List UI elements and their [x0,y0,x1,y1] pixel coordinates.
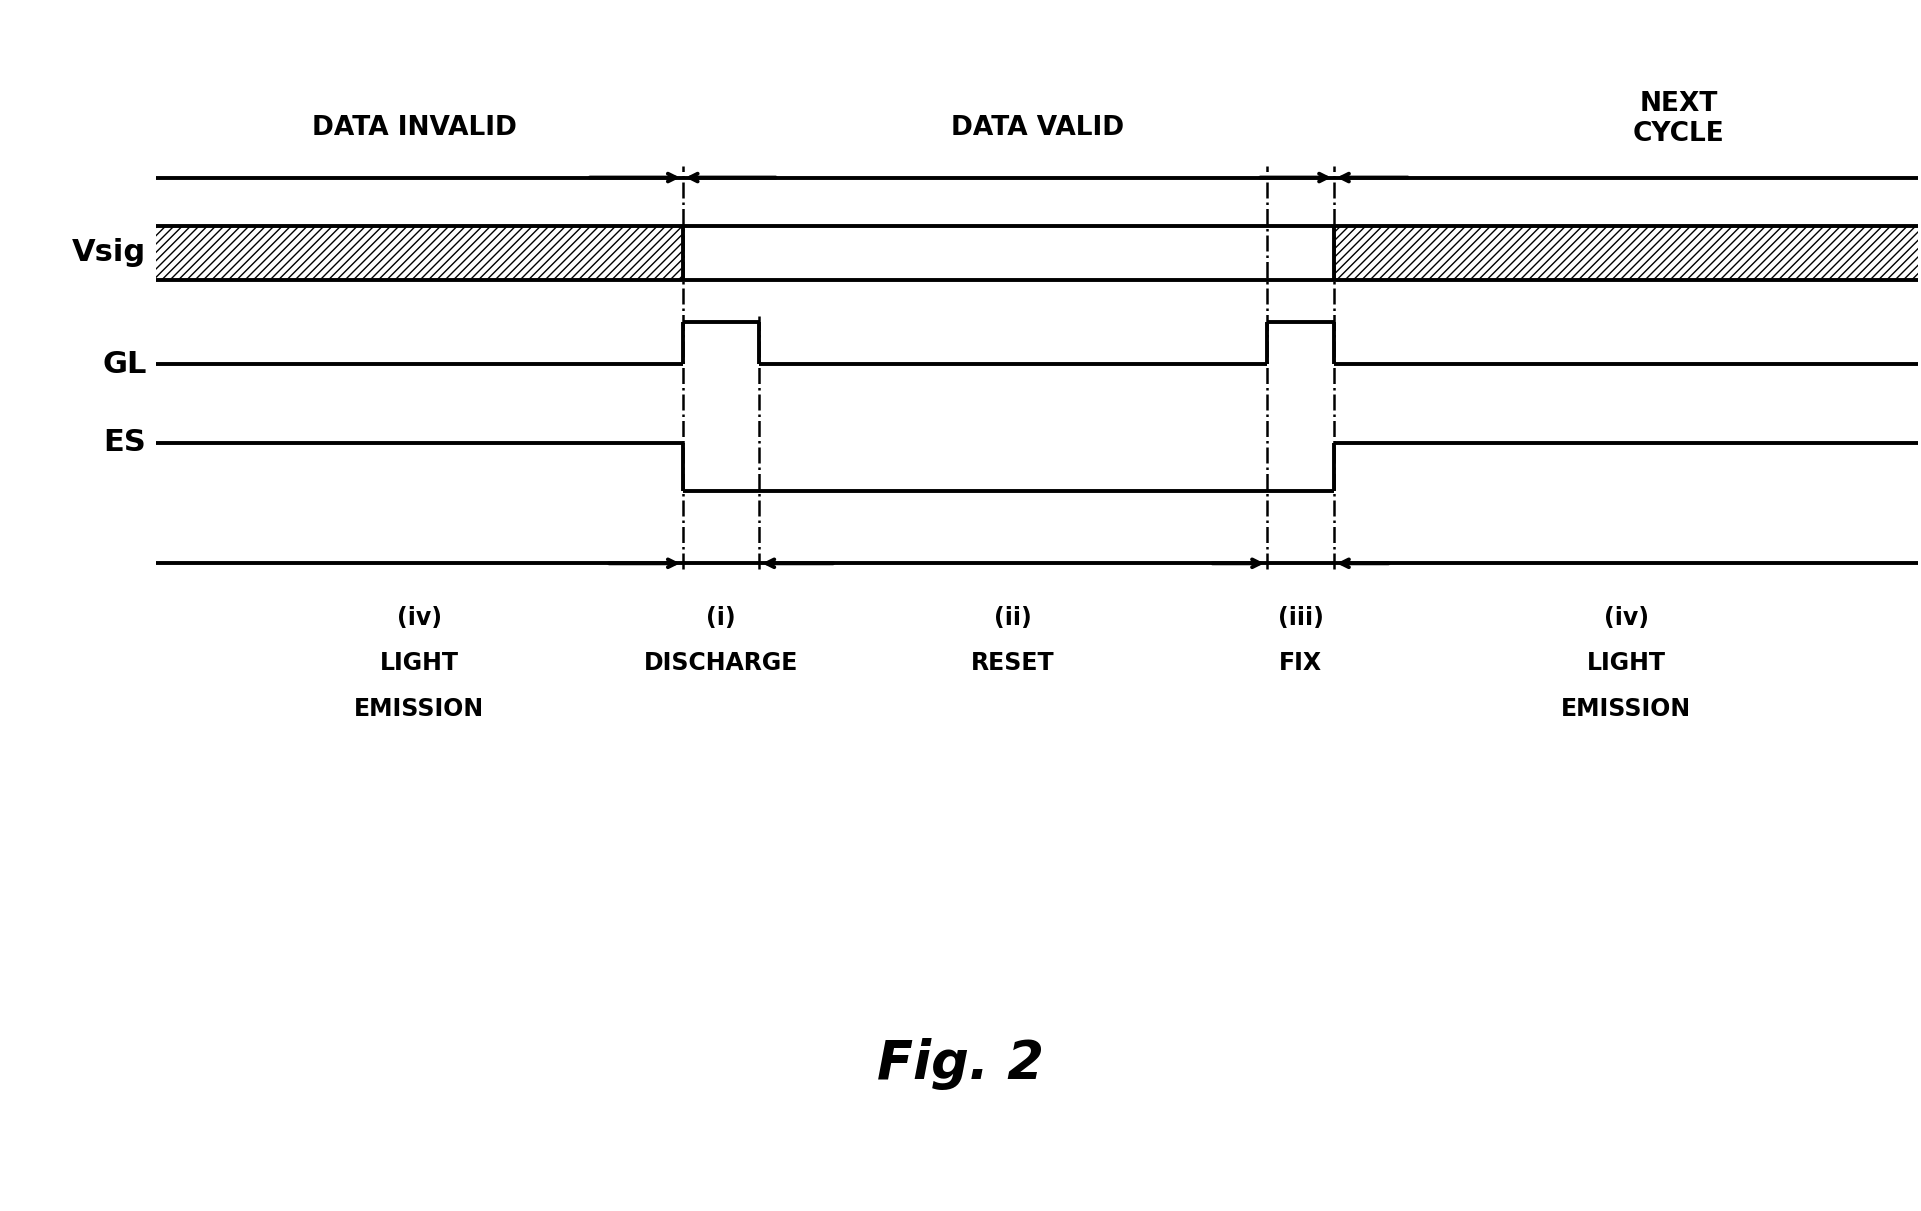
Text: ES: ES [104,429,146,458]
Text: FIX: FIX [1279,652,1322,676]
Text: Fig. 2: Fig. 2 [878,1038,1043,1090]
Bar [1333,225,1919,280]
Text: DATA INVALID: DATA INVALID [311,115,517,142]
Text: (ii): (ii) [995,606,1032,630]
Text: LIGHT: LIGHT [1587,652,1666,676]
Text: NEXT
CYCLE: NEXT CYCLE [1633,92,1725,148]
Text: GL: GL [102,350,146,379]
Text: (iv): (iv) [398,606,442,630]
Text: EMISSION: EMISSION [1562,698,1690,721]
Text: Vsig: Vsig [73,239,146,268]
Text: (i): (i) [707,606,736,630]
Text: DISCHARGE: DISCHARGE [644,652,799,676]
Text: LIGHT: LIGHT [380,652,459,676]
Text: (iv): (iv) [1604,606,1648,630]
Text: EMISSION: EMISSION [353,698,484,721]
Text: DATA VALID: DATA VALID [951,115,1124,142]
Bar [156,225,682,280]
Text: (iii): (iii) [1277,606,1324,630]
Text: RESET: RESET [972,652,1055,676]
